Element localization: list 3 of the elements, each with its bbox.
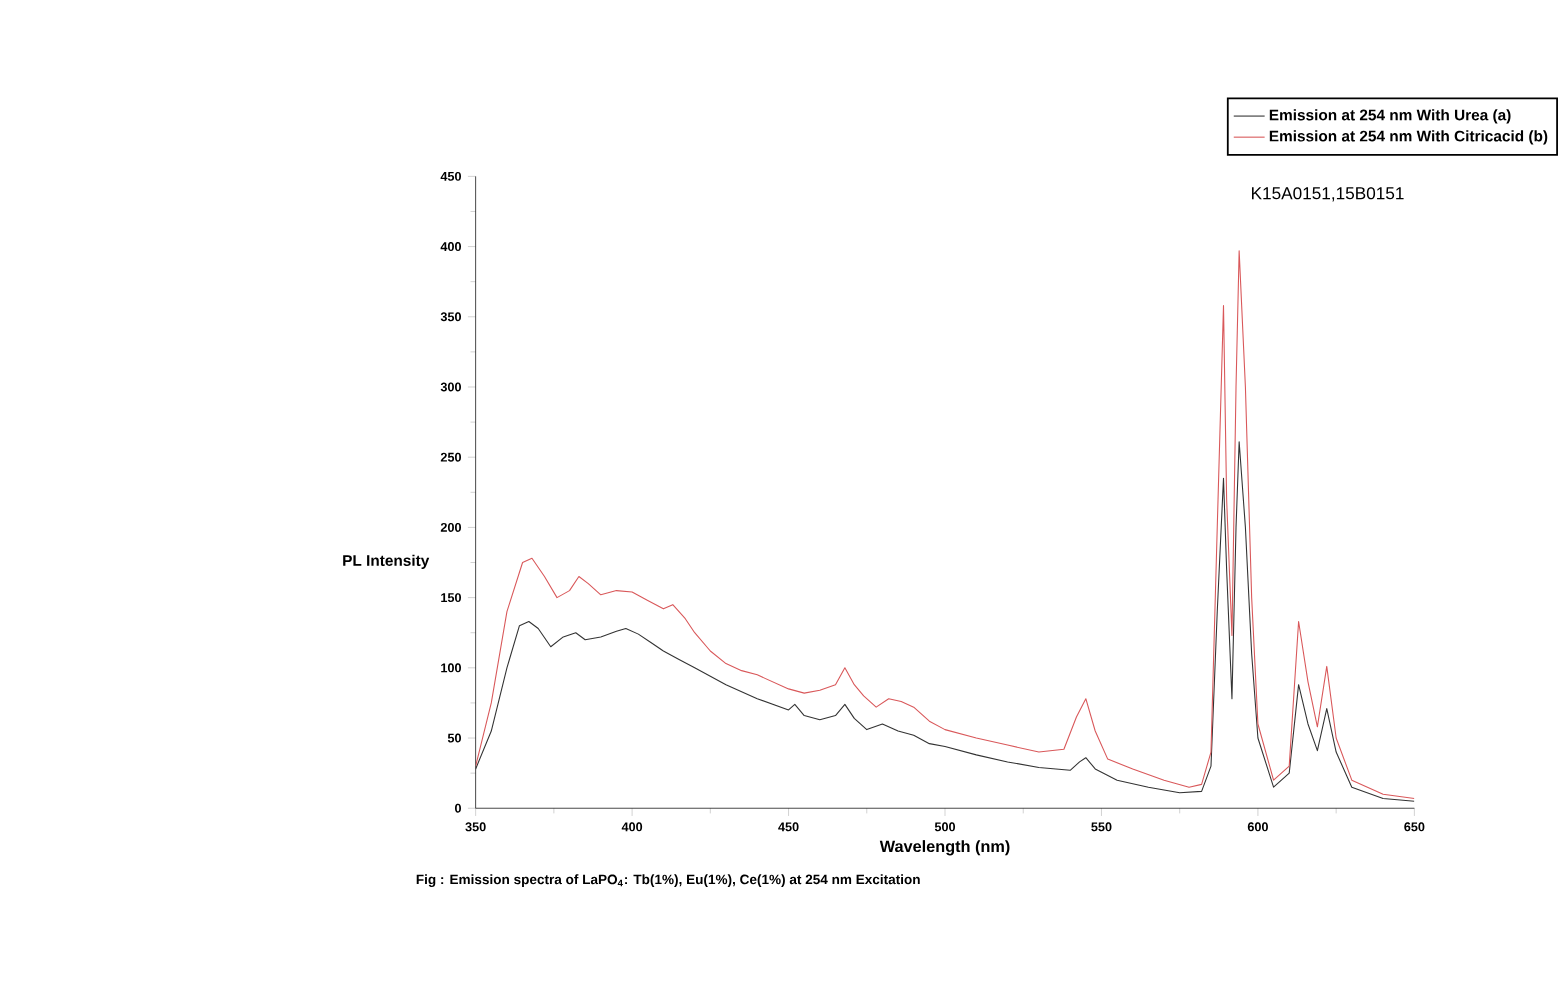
annotation: K15A0151,15B0151 <box>1252 187 1404 202</box>
x-axis-title: Wavelength (nm) <box>879 840 1010 856</box>
line-series <box>475 441 1415 803</box>
